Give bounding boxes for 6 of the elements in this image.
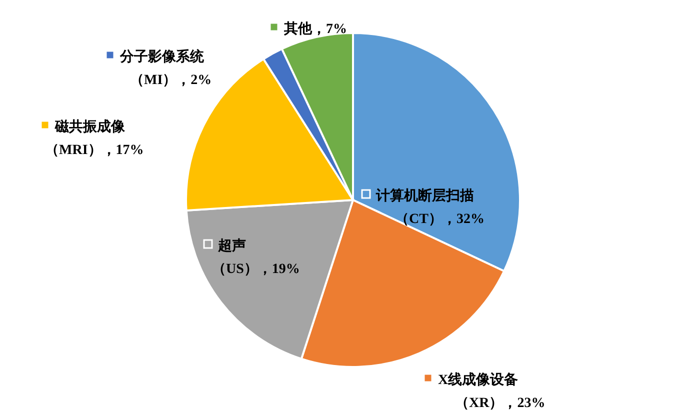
legend-label: 分子影像系统（MI），2% [119, 48, 212, 88]
legend-label: 其他，7% [283, 21, 347, 37]
legend-label: X线成像设备（XR），23% [438, 372, 546, 411]
legend-label: 计算机断层扫描（CT），32% [375, 188, 484, 227]
legend-label: 超声（US），19% [212, 238, 300, 277]
legend-label: 磁共振成像（MRI），17% [45, 119, 144, 158]
